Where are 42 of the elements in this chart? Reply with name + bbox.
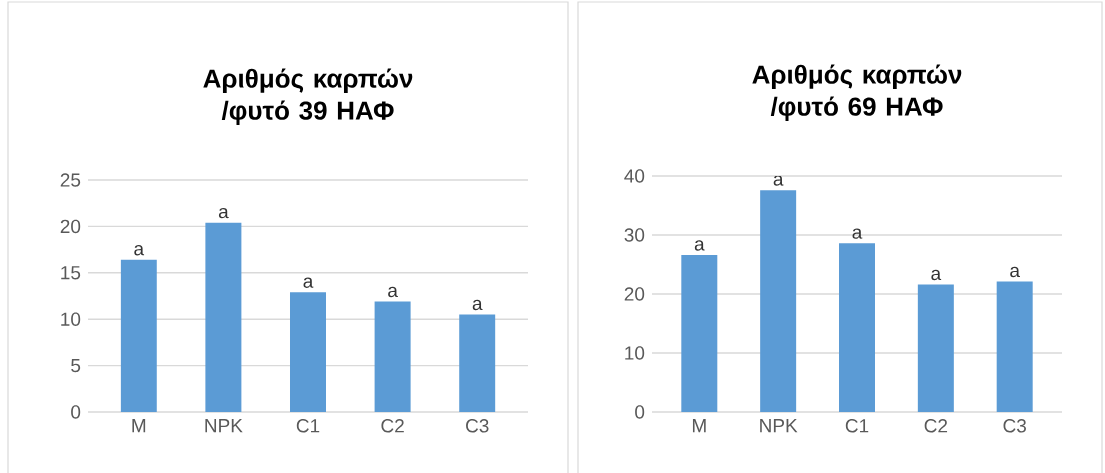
x-tick-label: NPK — [760, 419, 798, 433]
x-tick-label: C2 — [924, 419, 948, 433]
y-tick-label: 20 — [624, 287, 645, 301]
bar — [290, 292, 326, 412]
y-tick-label: 10 — [61, 312, 81, 326]
data-label: a — [472, 299, 483, 311]
y-tick-label: 5 — [71, 358, 81, 373]
x-tick-label: M — [692, 419, 706, 433]
bar — [120, 259, 157, 412]
data-label: a — [694, 240, 705, 251]
y-tick-label: 25 — [60, 173, 81, 187]
bar — [681, 255, 718, 412]
y-tick-label: 20 — [60, 219, 81, 234]
data-label: a — [931, 269, 942, 281]
bar — [760, 190, 797, 412]
bar — [459, 314, 496, 412]
y-tick-label: 40 — [624, 169, 645, 183]
data-label: a — [303, 277, 314, 288]
bar — [917, 284, 954, 412]
y-tick-label: 30 — [624, 228, 645, 242]
chart-title: Αριθμός καρπών /φυτό 39 ΗΑΦ — [203, 68, 413, 125]
bar — [996, 281, 1033, 412]
y-tick-label: 10 — [625, 346, 645, 360]
y-tick-label: 0 — [71, 405, 81, 419]
x-tick-label: C1 — [296, 419, 320, 433]
data-label: a — [1010, 266, 1020, 278]
chart-title: Αριθμός καρπών /φυτό 69 ΗΑΦ — [752, 64, 962, 121]
x-tick-label: NPK — [205, 419, 243, 433]
x-tick-label: M — [132, 419, 146, 433]
data-label: a — [388, 286, 398, 298]
data-label: a — [852, 228, 863, 239]
data-label: a — [134, 245, 145, 256]
x-tick-label: C3 — [1003, 419, 1026, 433]
x-tick-label: C2 — [381, 419, 404, 433]
data-label: a — [218, 207, 229, 219]
bar — [205, 222, 242, 412]
bar — [839, 243, 875, 412]
bar — [374, 301, 411, 412]
x-tick-label: C1 — [845, 419, 869, 433]
x-tick-label: C3 — [466, 419, 489, 433]
y-tick-label: 0 — [635, 405, 645, 419]
y-tick-label: 15 — [61, 266, 81, 280]
